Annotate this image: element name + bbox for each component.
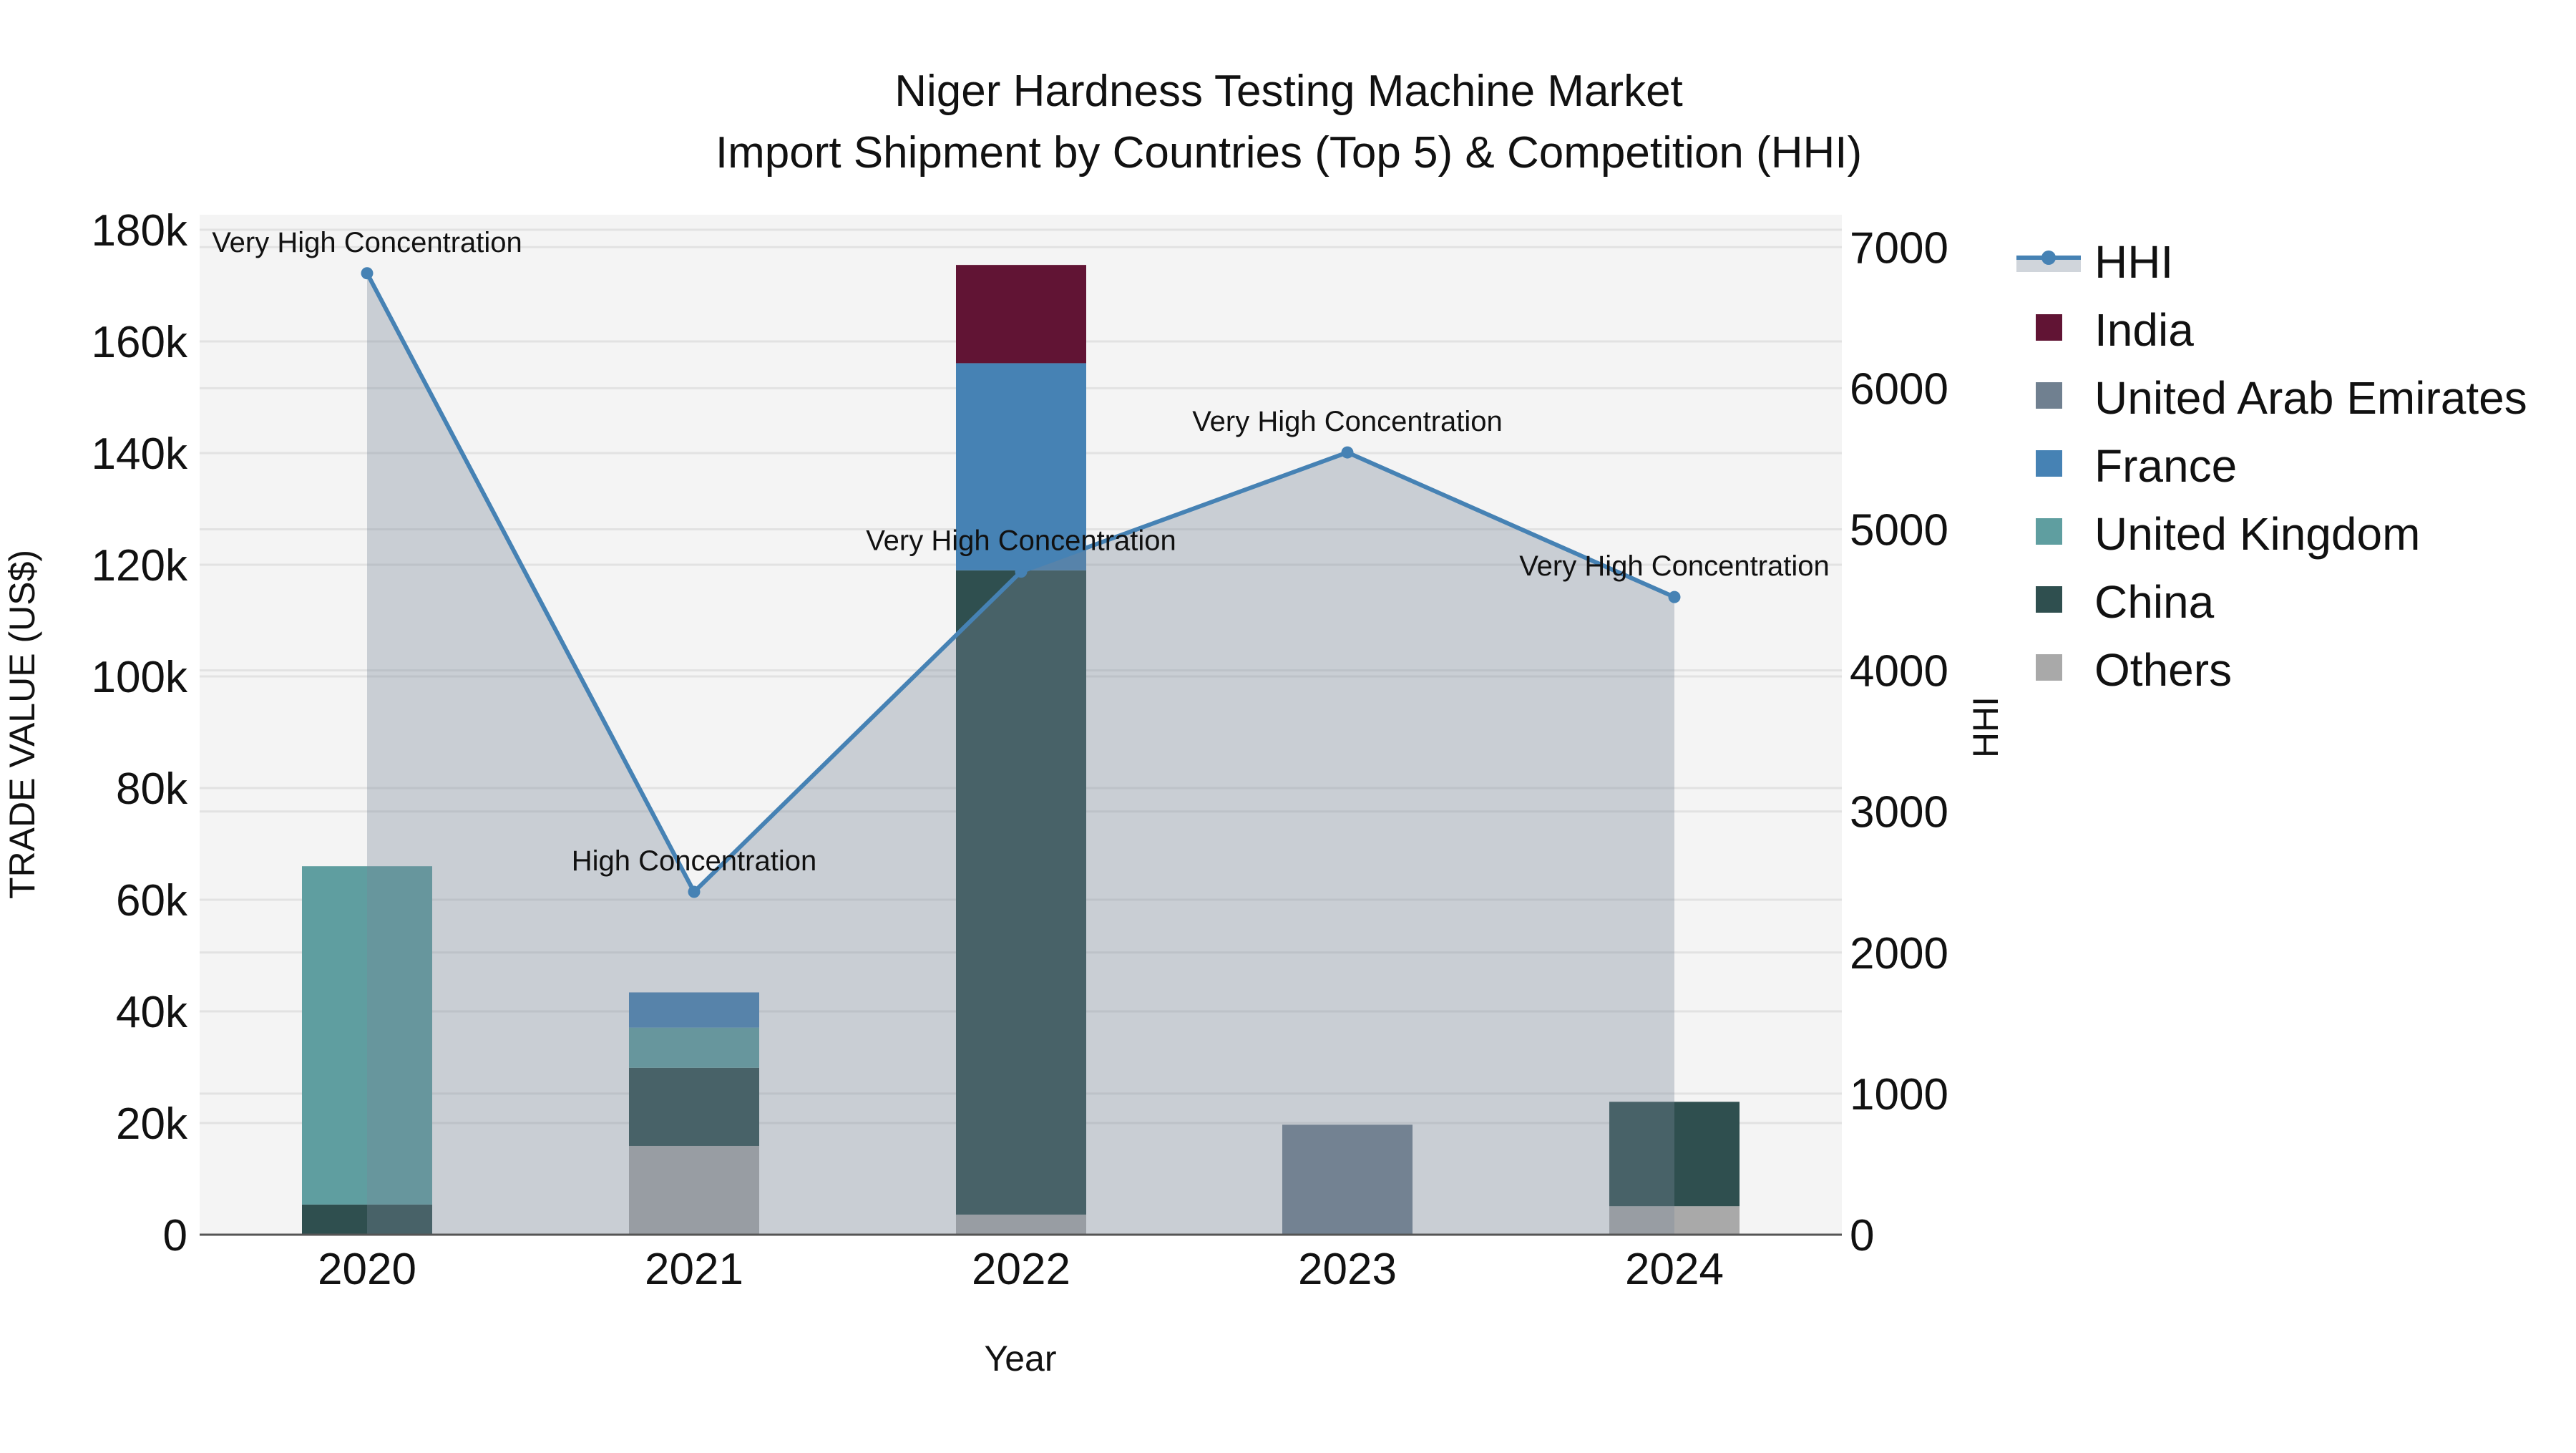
legend-label: HHI [2094, 236, 2173, 288]
legend-label: France [2094, 440, 2237, 492]
y-axis-right-ticks: 0 1000 2000 3000 4000 5000 6000 7000 [1850, 223, 1948, 1260]
hhi-point-2024[interactable] [1668, 591, 1681, 603]
y-right-tick-label: 3000 [1850, 788, 1948, 837]
y-left-tick-label: 40k [116, 988, 188, 1037]
y-right-tick-label: 4000 [1850, 647, 1948, 696]
y-axis-left-title: TRADE VALUE (US$) [2, 550, 42, 899]
hhi-point-2021[interactable] [688, 885, 701, 898]
bar-segment-china-2024[interactable] [1609, 1102, 1740, 1207]
legend-swatch-icon [2036, 450, 2062, 477]
legend-label: United Arab Emirates [2094, 372, 2527, 424]
hhi-line[interactable] [361, 267, 1681, 898]
y-left-tick-label: 60k [116, 876, 188, 925]
y-left-tick-label: 180k [92, 206, 188, 256]
y-left-tick-label: 140k [92, 429, 188, 479]
y-left-tick-label: 120k [92, 541, 188, 591]
hhi-annotation: Very High Concentration [1192, 406, 1503, 437]
legend-item-united-arab-emirates[interactable]: United Arab Emirates [2036, 372, 2527, 424]
legend-item-india[interactable]: India [2036, 304, 2194, 356]
bar-segment-others-2021[interactable] [629, 1145, 759, 1235]
hhi-point-2020[interactable] [361, 267, 374, 280]
legend-item-hhi[interactable]: HHI [2016, 236, 2173, 288]
y-right-tick-label: 7000 [1850, 223, 1948, 273]
hhi-annotation: Very High Concentration [1519, 550, 1830, 582]
y-right-tick-label: 5000 [1850, 506, 1948, 555]
bar-segment-china-2021[interactable] [629, 1067, 759, 1146]
chart-title-line2: Import Shipment by Countries (Top 5) & C… [716, 128, 1862, 178]
hhi-fill [367, 273, 1674, 1235]
y-right-tick-label: 6000 [1850, 364, 1948, 414]
bar-segment-united-arab-emirates-2023[interactable] [1282, 1124, 1413, 1235]
bar-segment-others-2024[interactable] [1609, 1206, 1740, 1235]
legend-item-france[interactable]: France [2036, 440, 2237, 492]
x-tick-label-2021: 2021 [645, 1245, 743, 1294]
y-left-tick-label: 100k [92, 653, 188, 702]
legend: HHI India United Arab Emirates France United… [2016, 236, 2527, 696]
y-right-tick-label: 2000 [1850, 929, 1948, 978]
legend-swatch-icon [2036, 382, 2062, 409]
hhi-annotation: Very High Concentration [212, 227, 522, 258]
hhi-area [367, 273, 1674, 1235]
hhi-point-2023[interactable] [1341, 446, 1354, 459]
x-axis-ticks: 2020 2021 2022 2023 2024 [318, 1245, 1724, 1294]
bar-segment-france-2022[interactable] [956, 363, 1086, 570]
legend-label: United Kingdom [2094, 508, 2420, 560]
y-left-tick-label: 160k [92, 318, 188, 367]
legend-label: China [2094, 576, 2215, 628]
y-right-tick-label: 0 [1850, 1211, 1874, 1260]
y-axis-right-title: HHI [1966, 696, 2006, 758]
x-axis-title: Year [984, 1338, 1056, 1379]
legend-swatch-icon [2036, 518, 2062, 545]
bar-segment-china-2020[interactable] [302, 1204, 432, 1235]
bar-segment-france-2021[interactable] [629, 992, 759, 1028]
hhi-annotations: Very High Concentration High Concentratio… [212, 227, 1830, 877]
legend-swatch-icon [2036, 314, 2062, 341]
hhi-annotation: Very High Concentration [866, 525, 1176, 557]
legend-item-china[interactable]: China [2036, 576, 2215, 628]
legend-item-united-kingdom[interactable]: United Kingdom [2036, 508, 2420, 560]
x-tick-label-2023: 2023 [1298, 1245, 1397, 1294]
legend-label: Others [2094, 644, 2232, 696]
bar-segment-china-2022[interactable] [956, 570, 1086, 1215]
hhi-point-2022[interactable] [1015, 565, 1028, 578]
bar-segment-india-2022[interactable] [956, 265, 1086, 364]
bar-segment-others-2022[interactable] [956, 1214, 1086, 1235]
legend-item-others[interactable]: Others [2036, 644, 2232, 696]
legend-swatch-icon [2036, 654, 2062, 681]
y-left-tick-label: 80k [116, 764, 188, 814]
legend-swatch-icon [2036, 586, 2062, 613]
hhi-annotation: High Concentration [572, 845, 816, 877]
x-tick-label-2022: 2022 [972, 1245, 1070, 1294]
x-tick-label-2024: 2024 [1625, 1245, 1724, 1294]
legend-hhi-marker-icon [2041, 251, 2056, 265]
y-axis-left-ticks: 0 20k 40k 60k 80k 100k 120k 140k 160k 180k [92, 206, 188, 1260]
y-left-tick-label: 20k [116, 1099, 188, 1149]
x-tick-label-2020: 2020 [318, 1245, 416, 1294]
stacked-bars[interactable] [302, 265, 1740, 1235]
bar-segment-united-kingdom-2020[interactable] [302, 866, 432, 1205]
y-left-tick-label: 0 [163, 1211, 187, 1260]
legend-label: India [2094, 304, 2194, 356]
y-right-tick-label: 1000 [1850, 1070, 1948, 1119]
chart-title-line1: Niger Hardness Testing Machine Market [894, 67, 1683, 116]
bar-segment-united-kingdom-2021[interactable] [629, 1027, 759, 1068]
